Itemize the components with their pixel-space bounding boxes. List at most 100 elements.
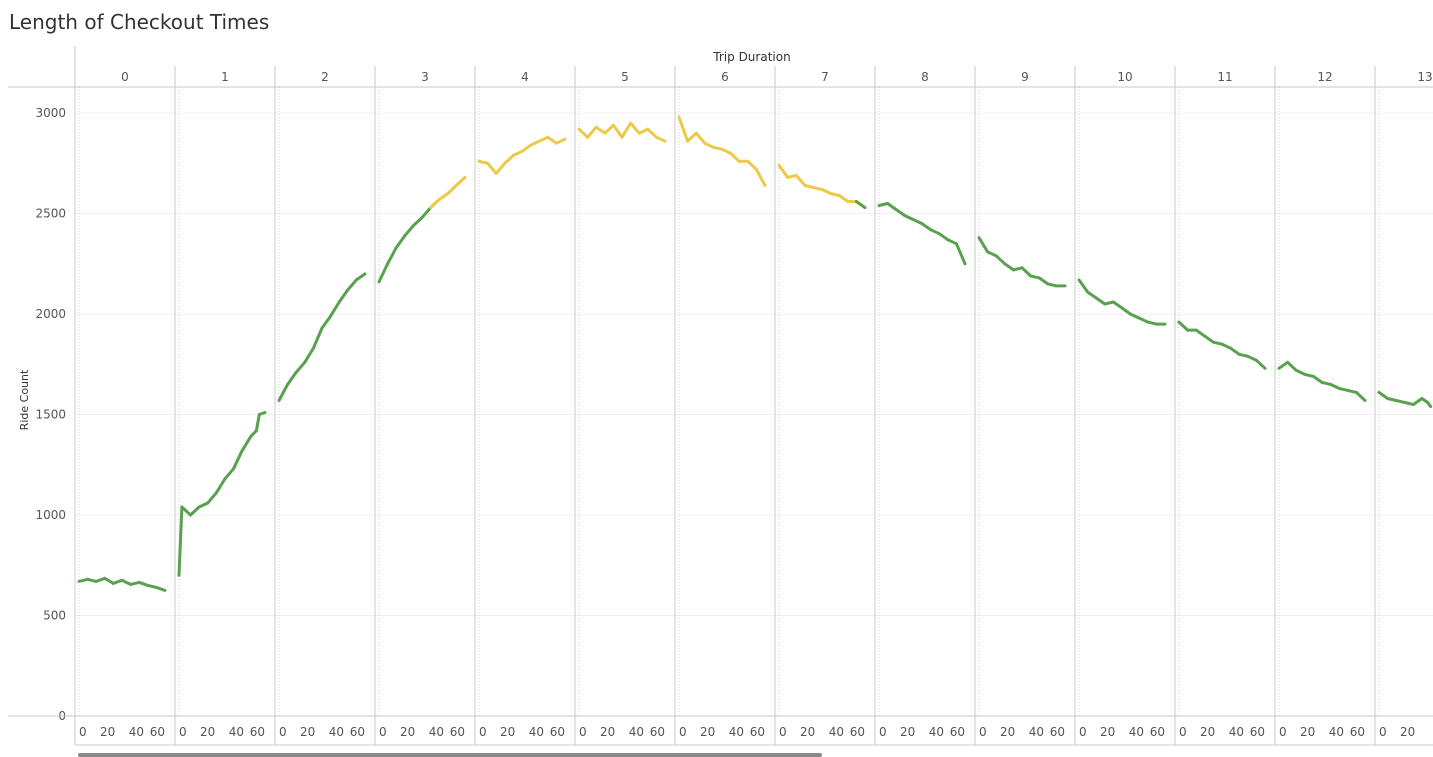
series-segment-panel-5 <box>594 125 607 135</box>
x-tick-label: 60 <box>350 725 365 739</box>
series-segment-panel-4 <box>546 135 558 145</box>
series-segment-panel-8 <box>903 214 915 222</box>
series-segment-panel-10 <box>1120 306 1133 316</box>
panel-header-12: 12 <box>1317 70 1332 84</box>
x-tick-label: 40 <box>729 725 744 739</box>
series-segment-panel-5 <box>611 123 624 139</box>
x-tick-label: 0 <box>979 725 987 739</box>
panel-header-7: 7 <box>821 70 829 84</box>
x-tick-label: 20 <box>300 725 315 739</box>
panel-layer: 0 1 2 3 4 5 6 7 8 9 10 11 12 13 <box>78 66 1433 745</box>
series-segment-panel-6 <box>746 159 758 171</box>
x-tick-label: 20 <box>100 725 115 739</box>
series-segment-panel-13 <box>1426 401 1433 408</box>
x-tick-label: 0 <box>179 725 187 739</box>
panel-header-0: 0 <box>121 70 129 84</box>
y-axis-label: Ride Count <box>18 369 31 430</box>
series-segment-panel-1 <box>257 411 267 416</box>
panel-header-1: 1 <box>221 70 229 84</box>
series-segment-panel-3 <box>437 192 450 201</box>
x-tick-label: 40 <box>429 725 444 739</box>
x-tick-label: 60 <box>1150 725 1165 739</box>
series-segment-panel-12 <box>1286 360 1298 372</box>
panel-header-13: 13 <box>1417 70 1432 84</box>
x-tick-label: 60 <box>1350 725 1365 739</box>
series-segment-panel-11 <box>1177 320 1190 332</box>
series-segment-panel-1 <box>197 501 210 509</box>
x-tick-label: 20 <box>1000 725 1015 739</box>
series-segment-panel-1 <box>240 435 253 453</box>
x-tick-label: 20 <box>1100 725 1115 739</box>
x-tick-label: 20 <box>1400 725 1415 739</box>
series-segment-panel-11 <box>1246 354 1258 362</box>
series-segment-panel-3 <box>446 183 458 195</box>
series-segment-panel-9 <box>1020 266 1033 278</box>
x-tick-label: 20 <box>1200 725 1215 739</box>
series-segment-panel-1 <box>223 467 235 481</box>
series-segment-panel-4 <box>486 161 498 175</box>
series-segment-panel-1 <box>232 449 244 471</box>
x-tick-label: 60 <box>950 725 965 739</box>
series-segment-panel-1 <box>177 505 184 577</box>
x-tick-label: 40 <box>929 725 944 739</box>
series-segment-panel-0 <box>94 576 107 583</box>
series-segment-panel-5 <box>577 127 590 139</box>
x-tick-label: 60 <box>550 725 565 739</box>
panel-header-3: 3 <box>421 70 429 84</box>
series-segment-panel-10 <box>1129 312 1141 320</box>
series-segment-panel-9 <box>994 254 1007 266</box>
x-tick-label: 60 <box>150 725 165 739</box>
series-segment-panel-0 <box>111 578 124 585</box>
horizontal-scrollbar[interactable] <box>78 753 822 757</box>
series-segment-panel-8 <box>954 242 967 266</box>
series-segment-panel-9 <box>977 236 990 254</box>
series-segment-panel-3 <box>429 198 441 210</box>
series-layer <box>77 115 1433 592</box>
series-segment-panel-6 <box>677 115 690 143</box>
x-tick-label: 60 <box>1250 725 1265 739</box>
series-segment-panel-0 <box>137 580 150 587</box>
chart-title: Length of Checkout Times <box>9 10 270 34</box>
series-segment-panel-9 <box>986 250 998 258</box>
x-tick-label: 0 <box>579 725 587 739</box>
series-segment-panel-5 <box>654 135 667 143</box>
x-tick-label: 40 <box>1329 725 1344 739</box>
x-tick-label: 0 <box>1079 725 1087 739</box>
x-tick-label: 0 <box>1379 725 1387 739</box>
series-segment-panel-11 <box>1194 328 1207 338</box>
series-segment-panel-7 <box>854 200 867 210</box>
series-segment-panel-8 <box>929 228 941 236</box>
series-segment-panel-6 <box>754 167 767 187</box>
series-segment-panel-6 <box>729 151 741 163</box>
series-segment-panel-8 <box>937 232 950 242</box>
series-segment-panel-2 <box>354 272 367 282</box>
x-tick-label: 20 <box>600 725 615 739</box>
series-segment-panel-7 <box>794 173 807 187</box>
series-segment-panel-12 <box>1277 360 1290 370</box>
series-segment-panel-3 <box>394 234 407 250</box>
panel-header-11: 11 <box>1217 70 1232 84</box>
series-segment-panel-2 <box>346 278 358 292</box>
series-segment-panel-7 <box>777 163 790 179</box>
series-segment-panel-3 <box>386 246 398 266</box>
series-segment-panel-0 <box>120 578 133 586</box>
series-segment-panel-4 <box>537 135 550 143</box>
series-segment-panel-7 <box>837 194 850 203</box>
x-tick-label: 20 <box>500 725 515 739</box>
x-tick-label: 20 <box>400 725 415 739</box>
series-segment-panel-11 <box>1203 334 1215 344</box>
series-segment-panel-13 <box>1411 397 1424 406</box>
x-tick-label: 40 <box>629 725 644 739</box>
series-segment-panel-11 <box>1220 342 1233 350</box>
panel-header-5: 5 <box>621 70 629 84</box>
series-segment-panel-2 <box>294 360 307 374</box>
series-segment-panel-4 <box>529 139 541 147</box>
x-tick-label: 0 <box>79 725 87 739</box>
series-segment-panel-8 <box>886 202 898 212</box>
series-segment-panel-5 <box>637 127 650 135</box>
x-tick-label: 0 <box>379 725 387 739</box>
x-tick-label: 40 <box>129 725 144 739</box>
x-tick-label: 20 <box>200 725 215 739</box>
series-segment-panel-11 <box>1254 358 1267 370</box>
